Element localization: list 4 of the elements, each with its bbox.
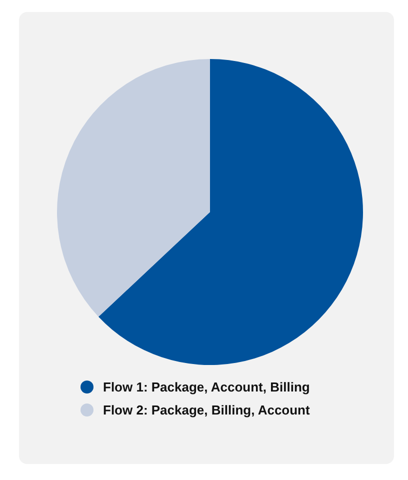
pie-slice: [98, 59, 363, 365]
legend-label: Flow 1: Package, Account, Billing: [103, 380, 310, 395]
pie-slice: [57, 59, 210, 317]
legend-label: Flow 2: Package, Billing, Account: [103, 402, 311, 418]
